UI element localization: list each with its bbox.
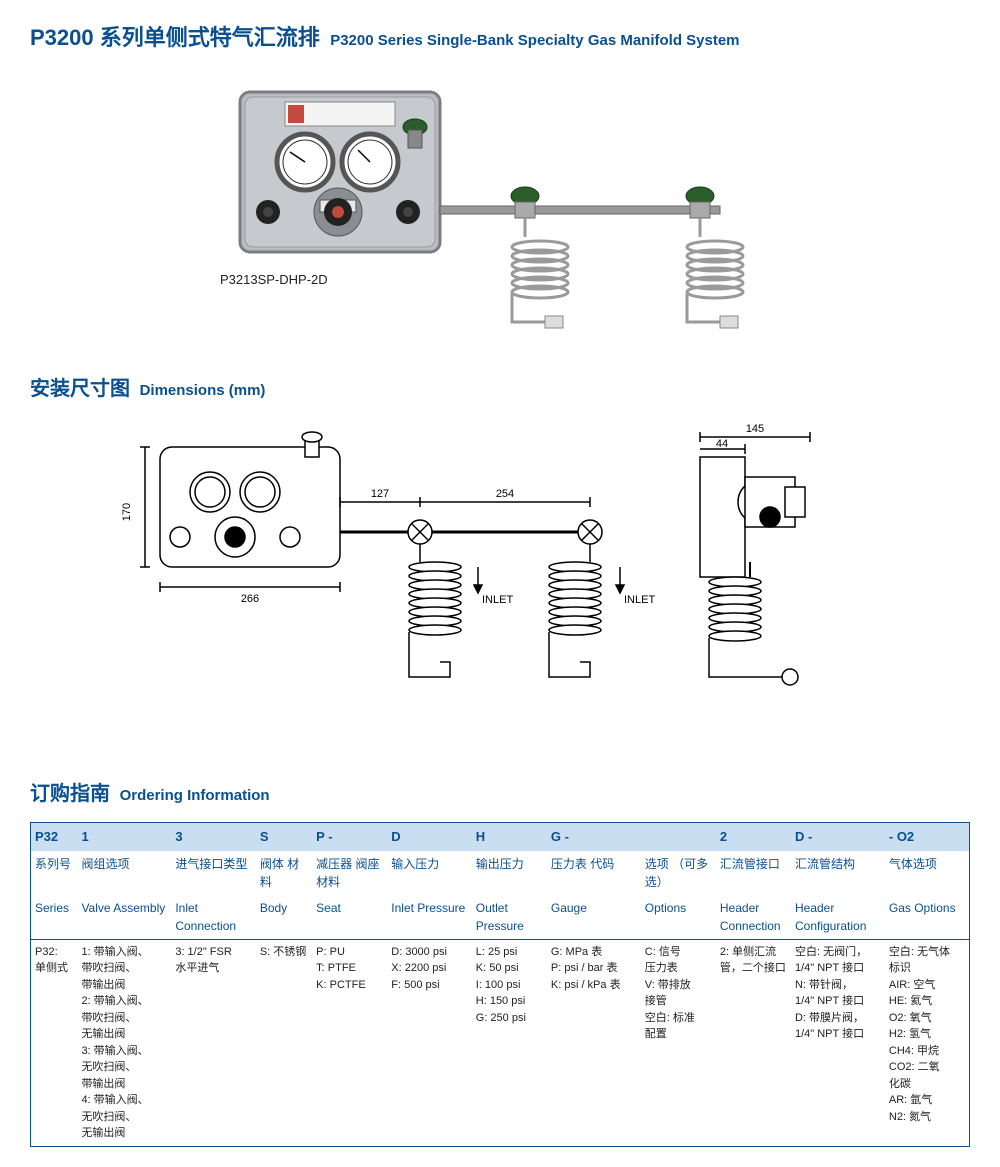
hdr-en: Gauge	[547, 895, 641, 940]
hdr-cn: 减压器 阀座材料	[312, 851, 387, 895]
svg-text:INLET: INLET	[482, 594, 513, 606]
hdr-en: Options	[641, 895, 716, 940]
hdr-cn: 系列号	[31, 851, 78, 895]
hdr-cn: 阀体 材料	[256, 851, 312, 895]
svg-text:44: 44	[716, 438, 728, 450]
hdr-cn: 汇流管接口	[716, 851, 791, 895]
body-cell: 2: 单侧汇流 管，二个接口	[716, 939, 791, 1146]
hdr-en: Seat	[312, 895, 387, 940]
body-cell: 3: 1/2" FSR 水平进气	[171, 939, 256, 1146]
hdr-en: Header Connection	[716, 895, 791, 940]
model-label: P3213SP-DHP-2D	[220, 272, 328, 287]
hdr-cn: 进气接口类型	[171, 851, 256, 895]
body-cell: L: 25 psi K: 50 psi I: 100 psi H: 150 ps…	[472, 939, 547, 1146]
code-cell: D	[387, 823, 472, 851]
hdr-en: Header Configuration	[791, 895, 885, 940]
hdr-en: Inlet Connection	[171, 895, 256, 940]
code-cell: H	[472, 823, 547, 851]
hdr-en: Body	[256, 895, 312, 940]
ordering-table: P32 1 3 S P - D H G - 2 D - - O2 系列号 阀组选…	[30, 822, 970, 1147]
dimensions-diagram-icon: 170 266 127 254	[90, 417, 910, 747]
hdr-cn: 气体选项	[885, 851, 970, 895]
table-code-row: P32 1 3 S P - D H G - 2 D - - O2	[31, 823, 970, 851]
hdr-cn: 选项 （可多选）	[641, 851, 716, 895]
code-cell: 3	[171, 823, 256, 851]
code-cell	[641, 823, 716, 851]
table-header-cn-row: 系列号 阀组选项 进气接口类型 阀体 材料 减压器 阀座材料 输入压力 输出压力…	[31, 851, 970, 895]
product-photo-icon	[190, 72, 810, 342]
page-title: P3200 系列单侧式特气汇流排 P3200 Series Single-Ban…	[30, 20, 970, 52]
svg-text:145: 145	[746, 423, 764, 435]
hdr-cn: 压力表 代码	[547, 851, 641, 895]
svg-text:254: 254	[496, 488, 514, 500]
code-cell: P32	[31, 823, 78, 851]
body-cell: D: 3000 psi X: 2200 psi F: 500 psi	[387, 939, 472, 1146]
code-cell: S	[256, 823, 312, 851]
code-cell: 1	[77, 823, 171, 851]
title-en: P3200 Series Single-Bank Specialty Gas M…	[330, 32, 739, 49]
body-cell: P: PU T: PTFE K: PCTFE	[312, 939, 387, 1146]
hdr-en: Series	[31, 895, 78, 940]
body-cell: G: MPa 表 P: psi / bar 表 K: psi / kPa 表	[547, 939, 641, 1146]
body-cell: 空白: 无阀门， 1/4" NPT 接口 N: 带针阀， 1/4" NPT 接口…	[791, 939, 885, 1146]
hdr-cn: 输入压力	[387, 851, 472, 895]
dimensions-heading-cn: 安装尺寸图	[30, 378, 130, 400]
product-figure: P3213SP-DHP-2D	[30, 72, 970, 342]
hdr-cn: 阀组选项	[77, 851, 171, 895]
dimensions-heading-en: Dimensions (mm)	[140, 382, 266, 399]
hdr-cn: 汇流管结构	[791, 851, 885, 895]
table-body-row: P32: 单侧式 1: 带输入阀、 带吹扫阀、 带输出阀 2: 带输入阀、 带吹…	[31, 939, 970, 1146]
ordering-heading: 订购指南 Ordering Information	[30, 777, 970, 806]
body-cell: P32: 单侧式	[31, 939, 78, 1146]
svg-text:127: 127	[371, 488, 389, 500]
title-cn: P3200 系列单侧式特气汇流排	[30, 25, 320, 50]
ordering-heading-en: Ordering Information	[120, 787, 270, 804]
svg-text:INLET: INLET	[624, 594, 655, 606]
code-cell: 2	[716, 823, 791, 851]
code-cell: - O2	[885, 823, 970, 851]
body-cell: 空白: 无气体 标识 AIR: 空气 HE: 氦气 O2: 氧气 H2: 氢气 …	[885, 939, 970, 1146]
code-cell: D -	[791, 823, 885, 851]
table-header-en-row: Series Valve Assembly Inlet Connection B…	[31, 895, 970, 940]
svg-text:266: 266	[241, 593, 259, 605]
ordering-heading-cn: 订购指南	[30, 783, 110, 805]
body-cell: 1: 带输入阀、 带吹扫阀、 带输出阀 2: 带输入阀、 带吹扫阀、 无输出阀 …	[77, 939, 171, 1146]
hdr-en: Inlet Pressure	[387, 895, 472, 940]
hdr-en: Valve Assembly	[77, 895, 171, 940]
body-cell: C: 信号 压力表 V: 带排放 接管 空白: 标准 配置	[641, 939, 716, 1146]
code-cell: G -	[547, 823, 641, 851]
body-cell: S: 不锈钢	[256, 939, 312, 1146]
code-cell: P -	[312, 823, 387, 851]
hdr-en: Gas Options	[885, 895, 970, 940]
hdr-cn: 输出压力	[472, 851, 547, 895]
hdr-en: Outlet Pressure	[472, 895, 547, 940]
dimensions-heading: 安装尺寸图 Dimensions (mm)	[30, 372, 970, 401]
svg-text:170: 170	[121, 503, 133, 521]
dimensions-figure: 170 266 127 254	[30, 417, 970, 747]
